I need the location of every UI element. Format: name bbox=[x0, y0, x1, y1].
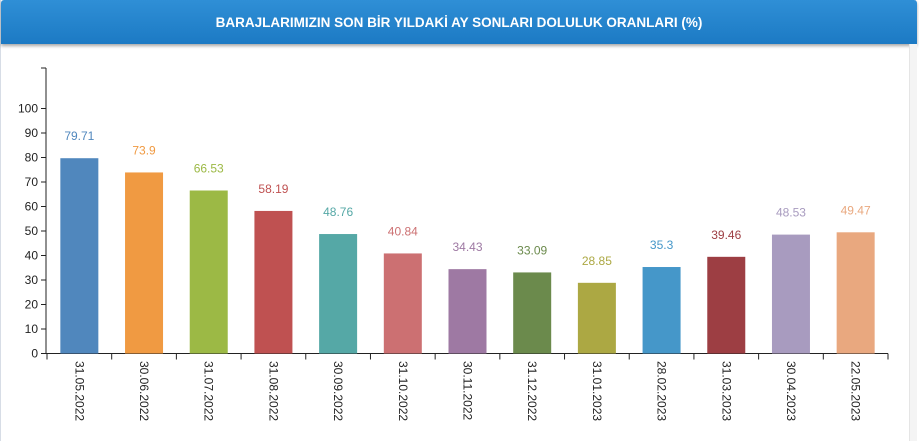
bar-value-label: 48.53 bbox=[776, 206, 806, 220]
bar[interactable] bbox=[383, 253, 422, 354]
x-category-label: 31.07.2022 bbox=[202, 361, 216, 421]
x-category-label: 31.01.2023 bbox=[590, 361, 604, 421]
x-category-label: 31.05.2022 bbox=[72, 361, 86, 421]
chart-title: BARAJLARIMIZIN SON BİR YILDAKİ AY SONLAR… bbox=[1, 0, 917, 44]
x-category-label: 31.12.2022 bbox=[525, 361, 539, 421]
bar[interactable] bbox=[448, 269, 487, 354]
y-tick-label: 100 bbox=[18, 102, 38, 116]
x-category-label: 30.04.2023 bbox=[784, 361, 798, 421]
x-category-label: 28.02.2023 bbox=[655, 361, 669, 421]
bar[interactable] bbox=[60, 158, 99, 354]
x-category-label: 31.03.2023 bbox=[719, 361, 733, 421]
bar-value-label: 40.84 bbox=[388, 224, 418, 238]
bar-value-label: 33.09 bbox=[517, 243, 547, 257]
x-category-label: 30.09.2022 bbox=[331, 361, 345, 421]
bar-value-label: 79.71 bbox=[64, 129, 94, 143]
bar-value-label: 28.85 bbox=[582, 254, 612, 268]
bar-value-label: 58.19 bbox=[258, 182, 288, 196]
y-tick-label: 30 bbox=[25, 273, 39, 287]
bar[interactable] bbox=[319, 234, 358, 354]
x-category-label: 31.08.2022 bbox=[266, 361, 280, 421]
x-category-label: 30.11.2022 bbox=[461, 361, 475, 420]
y-tick-label: 70 bbox=[25, 175, 39, 189]
x-category-label: 31.10.2022 bbox=[396, 361, 410, 421]
x-category-label: 30.06.2022 bbox=[137, 361, 151, 421]
y-tick-label: 20 bbox=[25, 298, 39, 312]
bar-value-label: 48.76 bbox=[323, 205, 353, 219]
bar-value-label: 39.46 bbox=[711, 228, 741, 242]
bar[interactable] bbox=[125, 172, 164, 354]
y-tick-label: 50 bbox=[25, 224, 39, 238]
bar-value-label: 35.3 bbox=[650, 238, 674, 252]
bar[interactable] bbox=[771, 234, 810, 354]
bar[interactable] bbox=[577, 282, 616, 354]
y-tick-label: 0 bbox=[31, 347, 38, 361]
bar-value-label: 34.43 bbox=[452, 240, 482, 254]
scrollbar-track[interactable] bbox=[909, 44, 917, 441]
bar[interactable] bbox=[513, 272, 552, 354]
bar[interactable] bbox=[836, 232, 875, 354]
y-tick-label: 10 bbox=[25, 322, 39, 336]
bar-value-label: 73.9 bbox=[132, 143, 156, 157]
bar[interactable] bbox=[707, 256, 746, 354]
bar-value-label: 49.47 bbox=[841, 203, 871, 217]
bar[interactable] bbox=[189, 190, 228, 354]
y-tick-label: 80 bbox=[25, 151, 39, 165]
x-category-label: 22.05.2023 bbox=[849, 361, 863, 421]
bar-value-label: 66.53 bbox=[194, 162, 224, 176]
y-tick-label: 40 bbox=[25, 249, 39, 263]
bar[interactable] bbox=[642, 267, 681, 354]
y-tick-label: 90 bbox=[25, 126, 39, 140]
y-tick-label: 60 bbox=[25, 200, 39, 214]
bar[interactable] bbox=[254, 210, 293, 354]
